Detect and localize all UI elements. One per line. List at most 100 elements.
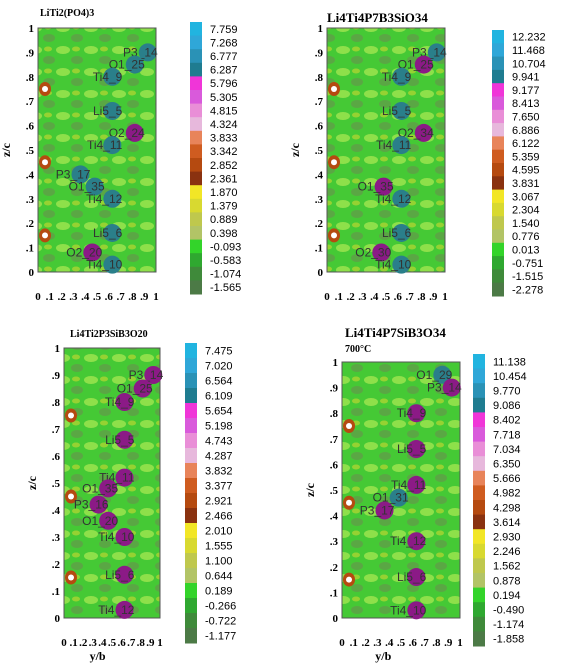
- atom-label: O1_25: [398, 58, 434, 72]
- x-tick-label: 0: [324, 291, 330, 303]
- x-tick-label: .8: [128, 291, 137, 303]
- y-tick-label: .3: [26, 194, 35, 206]
- x-tick-label: .7: [405, 291, 414, 303]
- atom-marker: [392, 255, 411, 274]
- atom-label: Ti4_9: [93, 70, 123, 84]
- colorbar-swatch: [190, 103, 202, 118]
- y-tick-label: .2: [330, 562, 339, 574]
- atom-label: Li5_5: [93, 104, 123, 118]
- x-tick-label: 1: [157, 637, 163, 649]
- y-tick-label: 0: [29, 267, 35, 279]
- colorbar-label: -1.858: [493, 634, 524, 646]
- colorbar-label: 4.298: [493, 502, 521, 514]
- hotspot-core: [42, 86, 48, 92]
- colorbar-swatch: [190, 35, 202, 50]
- y-tick-label: 0: [318, 267, 324, 279]
- colorbar-swatch: [492, 216, 504, 230]
- x-tick-label: .9: [429, 291, 438, 303]
- atom-label: Li5_6: [105, 568, 135, 582]
- colorbar-swatch: [492, 269, 504, 284]
- colorbar-swatch: [185, 508, 197, 524]
- atom-label: Ti4_9: [397, 406, 427, 420]
- y-tick-label: .4: [315, 169, 324, 181]
- colorbar-swatch: [185, 478, 197, 494]
- hotspot-core: [42, 159, 48, 166]
- x-tick-label: .1: [335, 291, 343, 303]
- x-tick-label: .4: [81, 291, 90, 303]
- colorbar-label: 3.833: [210, 133, 238, 145]
- x-tick-label: .2: [57, 291, 66, 303]
- colorbar-swatch: [190, 171, 202, 186]
- y-tick-label: .9: [330, 383, 339, 395]
- atom-marker: [115, 565, 134, 584]
- y-tick-label: .8: [26, 72, 35, 84]
- atom-label: O2_20: [66, 245, 102, 259]
- atom-marker: [83, 243, 102, 262]
- colorbar-label: 8.413: [512, 98, 540, 110]
- atom-marker: [71, 165, 90, 184]
- colorbar-swatch: [492, 69, 504, 84]
- atom-label: P3_17: [56, 167, 91, 181]
- atom-marker: [144, 366, 163, 384]
- y-tick-label: 1: [333, 357, 339, 369]
- colorbar-swatch: [473, 573, 485, 589]
- y-tick-label: .8: [52, 397, 61, 409]
- colorbar-swatch: [190, 144, 202, 159]
- atom-marker: [427, 43, 446, 62]
- colorbar-swatch: [185, 493, 197, 509]
- atom-label: Ti4_11: [376, 138, 412, 152]
- y-tick-label: .6: [26, 121, 35, 133]
- colorbar-label: 2.466: [205, 511, 233, 523]
- x-tick-label: .9: [146, 637, 155, 649]
- y-tick-label: .5: [315, 145, 324, 157]
- x-tick-label: 0: [35, 291, 41, 303]
- density-map-panel-1: LiTi2(PO4)30.1.2.3.4.5.6.7.8.910.1.2.3.4…: [0, 8, 241, 303]
- y-tick-label: .2: [315, 218, 324, 230]
- colorbar-swatch: [492, 256, 504, 270]
- colorbar-label: 0.776: [512, 231, 540, 243]
- x-tick-label: 1: [153, 291, 159, 303]
- colorbar-label: 5.654: [205, 406, 233, 418]
- x-tick-label: .3: [373, 637, 382, 649]
- colorbar-swatch: [185, 358, 197, 374]
- colorbar-swatch: [190, 158, 202, 173]
- colorbar-label: 2.930: [493, 532, 521, 544]
- colorbar-label: 2.246: [493, 546, 521, 558]
- density-map-panel-4: Li4Ti4P7SiB3O34700°C0.1.2.3.4.5.6.7.8.91…: [303, 325, 527, 663]
- atom-label: O1_31: [373, 491, 409, 505]
- density-map-panel-2: Li4Ti4P7B3SiO340.1.2.3.4.5.6.7.8.910.1.2…: [288, 10, 546, 303]
- colorbar-swatch: [185, 598, 197, 614]
- colorbar-swatch: [492, 189, 504, 204]
- y-tick-label: .2: [26, 218, 35, 230]
- colorbar-label: 2.921: [205, 496, 233, 508]
- atom-label: Ti4_10: [375, 258, 412, 272]
- colorbar-swatch: [185, 448, 197, 464]
- colorbar-label: -0.266: [205, 601, 236, 613]
- colorbar-swatch: [190, 117, 202, 132]
- atom-marker: [115, 600, 134, 619]
- x-tick-label: .9: [140, 291, 149, 303]
- atom-label: P3_14: [412, 45, 447, 59]
- colorbar-swatch: [473, 500, 485, 516]
- colorbar-label: 0.189: [205, 586, 233, 598]
- colorbar-swatch: [190, 62, 202, 77]
- atom-label: Ti4_9: [105, 395, 135, 409]
- atom-marker: [99, 479, 118, 498]
- colorbar-swatch: [492, 202, 504, 217]
- colorbar-swatch: [190, 266, 202, 281]
- colorbar-swatch: [492, 109, 504, 124]
- y-tick-label: .1: [26, 243, 34, 255]
- x-tick-label: .5: [93, 291, 102, 303]
- atom-marker: [392, 136, 411, 155]
- colorbar-swatch: [185, 373, 197, 389]
- colorbar-swatch: [473, 441, 485, 457]
- colorbar-label: 9.177: [512, 85, 540, 97]
- x-tick-label: .2: [361, 637, 370, 649]
- colorbar-swatch: [190, 90, 202, 105]
- atom-label: O1_35: [82, 481, 118, 495]
- colorbar-swatch: [492, 136, 504, 151]
- colorbar-label: 1.379: [210, 201, 238, 213]
- colorbar-label: 9.770: [493, 386, 521, 398]
- colorbar-label: -2.278: [512, 284, 543, 296]
- colorbar-label: 1.540: [512, 218, 540, 230]
